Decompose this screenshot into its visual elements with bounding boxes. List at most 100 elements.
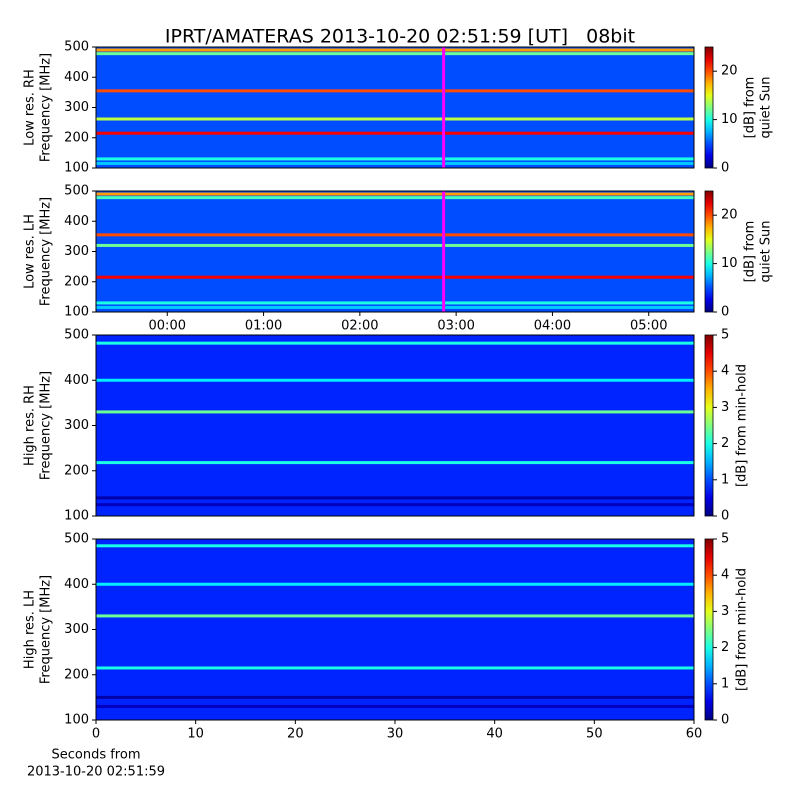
x-axis-label: 2013-10-20 02:51:59 [27,765,165,780]
colorbar [704,334,714,517]
heatmap-band [96,582,694,586]
y-tick-label: 300 [64,418,89,433]
heatmap-background [96,191,694,312]
colorbar-label: [dB] from [743,77,758,139]
colorbar-tick-label: 4 [721,364,729,379]
heatmap-background [96,47,694,168]
x-tick-label: 60 [686,727,703,742]
y-tick-label: 400 [64,214,89,229]
y-tick-label: 400 [64,373,89,388]
heatmap-band [96,192,694,196]
x-tick-label: 20 [287,727,304,742]
colorbar-tick-label: 3 [721,604,729,619]
colorbar-tick-label: 2 [721,640,729,655]
y-tick-label: 500 [64,532,89,547]
colorbar-tick-label: 0 [721,713,729,728]
heatmap-band [96,496,694,500]
heatmap-band [96,410,694,414]
x-tick-label: 05:00 [630,319,667,334]
x-tick-label: 03:00 [437,319,474,334]
heatmap-band [96,461,694,465]
x-tick-label: 00:00 [149,319,186,334]
colorbar [704,46,714,169]
colorbar-tick-label: 1 [721,676,729,691]
heatmap-band [96,305,694,309]
colorbar-tick-label: 4 [721,568,729,583]
heatmap-background [96,539,694,720]
colorbar-label: quiet Sun [759,76,774,138]
heatmap-band [96,233,694,237]
y-tick-label: 400 [64,577,89,592]
heatmap-band [96,117,694,121]
heatmap-background [96,335,694,516]
heatmap-band [96,243,694,247]
colorbar-tick-label: 10 [721,256,738,271]
heatmap-band [96,614,694,618]
heatmap-band [96,48,694,52]
y-tick-label: 100 [64,161,89,176]
y-axis-label: Frequency [MHz] [39,371,54,480]
y-tick-label: 200 [64,463,89,478]
y-tick-label: 100 [64,713,89,728]
heatmap-band [96,157,694,161]
x-tick-label: 01:00 [245,319,282,334]
colorbar-tick-label: 2 [721,436,729,451]
y-tick-label: 500 [64,184,89,199]
y-tick-label: 500 [64,40,89,55]
x-tick-label: 40 [486,727,503,742]
colorbar-tick-label: 3 [721,400,729,415]
heatmap-band [96,196,694,200]
heatmap-band [96,341,694,345]
y-tick-label: 300 [64,244,89,259]
colorbar-label: [dB] from [743,221,758,283]
x-tick-label: 30 [387,727,404,742]
y-axis-label: High res. LH [23,590,38,669]
y-tick-label: 200 [64,274,89,289]
colorbar-label: [dB] from min-hold [735,364,750,487]
y-tick-label: 100 [64,305,89,320]
x-tick-label: 04:00 [534,319,571,334]
colorbar-label: quiet Sun [759,220,774,282]
x-tick-label: 02:00 [341,319,378,334]
y-axis-label: Low res. LH [23,214,38,289]
colorbar [704,190,714,313]
heatmap-band [96,503,694,507]
colorbar [704,538,714,721]
colorbar-tick-label: 0 [721,509,729,524]
y-axis-label: High res. RH [23,385,38,466]
x-tick-label: 50 [586,727,603,742]
heatmap-band [96,275,694,279]
heatmap-band [96,161,694,165]
colorbar-tick-label: 0 [721,161,729,176]
y-tick-label: 300 [64,622,89,637]
colorbar-tick-label: 20 [721,64,738,79]
y-axis-label: Low res. RH [23,69,38,146]
heatmap-band [96,89,694,93]
colorbar-label: [dB] from min-hold [735,568,750,691]
y-axis-label: Frequency [MHz] [39,575,54,684]
x-tick-label: 10 [187,727,204,742]
heatmap-band [96,52,694,56]
colorbar-tick-label: 0 [721,305,729,320]
x-tick-label: 0 [92,727,100,742]
heatmap-band [96,544,694,548]
heatmap-band [96,301,694,305]
y-tick-label: 100 [64,509,89,524]
heatmap-band [96,378,694,382]
heatmap-band [96,695,694,699]
chart-title: IPRT/AMATERAS 2013-10-20 02:51:59 [UT] 0… [165,26,635,48]
y-axis-label: Frequency [MHz] [39,53,54,162]
y-tick-label: 300 [64,100,89,115]
colorbar-tick-label: 1 [721,472,729,487]
heatmap-band [96,666,694,670]
y-tick-label: 500 [64,328,89,343]
heatmap-band [96,704,694,708]
heatmap-band [96,131,694,135]
colorbar-tick-label: 10 [721,112,738,127]
x-axis-label: Seconds from [51,748,140,763]
colorbar-tick-label: 5 [721,328,729,343]
y-tick-label: 200 [64,130,89,145]
y-tick-label: 200 [64,667,89,682]
y-tick-label: 400 [64,70,89,85]
